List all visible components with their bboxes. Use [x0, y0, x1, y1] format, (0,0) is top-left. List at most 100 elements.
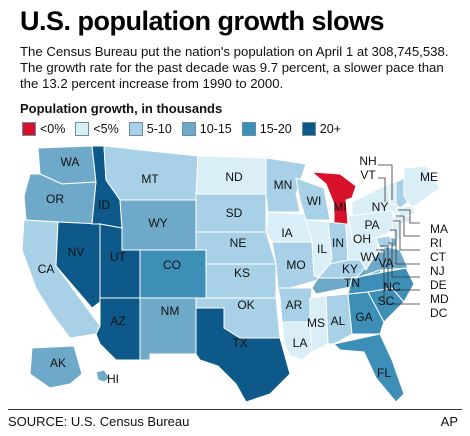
leader-line-nh: [378, 164, 393, 200]
state-label-va: VA: [378, 256, 393, 270]
leader-line-ma: [398, 209, 420, 224]
state-label-sd: SD: [226, 206, 243, 220]
state-label-ks: KS: [234, 266, 250, 280]
state-label-mn: MN: [274, 178, 293, 192]
state-label-nc: NC: [383, 280, 401, 294]
state-label-tn: TN: [344, 276, 360, 290]
state-label-nh: NH: [359, 154, 376, 168]
state-mn: [265, 157, 307, 213]
legend-swatch: [75, 122, 90, 136]
state-tx: [195, 307, 291, 403]
legend-swatch: [301, 122, 316, 136]
legend-item-20-plus: 20+: [301, 122, 341, 136]
leader-line-md: [380, 245, 420, 291]
footer-divider: [8, 409, 462, 410]
legend-swatch: [241, 122, 256, 136]
state-label-id: ID: [98, 198, 110, 212]
legend-item-negative: <0%: [22, 122, 65, 136]
legend-label: 10-15: [199, 122, 232, 136]
leader-line-de: [388, 242, 420, 278]
state-az: [95, 297, 141, 361]
state-label-oh: OH: [353, 232, 371, 246]
intro-text: The Census Bureau put the nation's popul…: [20, 44, 449, 91]
state-nc: [347, 267, 415, 303]
legend-label: 15-20: [259, 122, 292, 136]
state-label-ms: MS: [307, 316, 325, 330]
leader-line-dc: [376, 249, 420, 305]
state-labels: WA OR CA NV ID MT WY UT AZ CO NM ND SD NE KS OK TX MN IA MO…: [38, 154, 449, 386]
state-label-in: IN: [332, 236, 344, 250]
state-label-nv: NV: [68, 245, 85, 259]
state-label-wa: WA: [61, 155, 80, 169]
leader-line-ri: [396, 215, 420, 237]
legend-swatch: [181, 122, 196, 136]
legend-swatch: [22, 122, 36, 136]
state-label-nj: NJ: [430, 264, 445, 278]
state-shapes: [21, 145, 441, 403]
legend-item-under-5: <5%: [75, 122, 119, 136]
state-label-md: MD: [430, 292, 449, 306]
state-label-fl: FL: [377, 366, 391, 380]
state-label-la: LA: [293, 336, 308, 350]
state-label-nm: NM: [161, 304, 180, 318]
state-ri: [403, 215, 411, 223]
state-label-dc: DC: [430, 306, 448, 320]
state-label-wi: WI: [307, 194, 322, 208]
state-label-al: AL: [331, 314, 346, 328]
state-ms: [309, 295, 329, 353]
state-al: [325, 293, 353, 345]
state-hi: [95, 369, 111, 383]
state-label-mt: MT: [141, 172, 159, 186]
credit: AP: [440, 414, 458, 429]
state-label-hi: HI: [107, 372, 119, 386]
state-label-tx: TX: [232, 336, 247, 350]
state-label-ky: KY: [342, 262, 358, 276]
legend-label: <0%: [40, 122, 66, 136]
us-map: WA OR CA NV ID MT WY UT AZ CO NM ND SD NE KS OK TX MN IA MO…: [21, 145, 449, 403]
page-title: U.S. population growth slows: [20, 6, 385, 36]
leader-line-ct: [393, 220, 420, 251]
state-label-ar: AR: [286, 298, 303, 312]
state-label-wy: WY: [148, 216, 167, 230]
legend-label: <5%: [93, 122, 119, 136]
state-label-il: IL: [317, 242, 327, 256]
state-me: [403, 165, 441, 209]
state-label-wv: WV: [360, 250, 379, 264]
state-label-or: OR: [46, 192, 64, 206]
state-wv: [359, 245, 385, 271]
state-label-ok: OK: [237, 298, 254, 312]
legend-item-15-20: 15-20: [241, 122, 292, 136]
legend-item-5-10: 5-10: [128, 122, 172, 136]
state-label-nd: ND: [225, 170, 243, 184]
state-label-me: ME: [420, 170, 438, 184]
state-label-pa: PA: [364, 218, 379, 232]
legend-label: 5-10: [146, 122, 172, 136]
state-mi: [310, 171, 357, 225]
state-label-mo: MO: [286, 258, 305, 272]
state-label-ca: CA: [38, 262, 55, 276]
state-label-sc: SC: [378, 294, 395, 308]
state-label-ia: IA: [281, 226, 292, 240]
state-label-ga: GA: [355, 310, 372, 324]
state-label-co: CO: [163, 258, 181, 272]
leader-line-vt: [378, 177, 386, 202]
legend-swatch: [128, 122, 143, 136]
legend-item-10-15: 10-15: [181, 122, 232, 136]
state-label-ri: RI: [430, 236, 442, 250]
legend-label: 20+: [319, 122, 341, 136]
state-label-ct: CT: [430, 250, 447, 264]
state-label-ut: UT: [110, 250, 127, 264]
legend: <0% <5% 5-10 10-15 15-20 20+: [22, 122, 341, 136]
state-label-de: DE: [430, 278, 447, 292]
state-label-az: AZ: [110, 314, 125, 328]
state-label-ny: NY: [372, 200, 389, 214]
state-label-ne: NE: [230, 236, 247, 250]
state-ma: [395, 205, 417, 217]
state-fl: [332, 333, 405, 403]
leader-line-nj: [390, 229, 420, 265]
state-label-mi: MI: [333, 200, 346, 214]
state-label-ma: MA: [430, 222, 448, 236]
source-note: SOURCE: U.S. Census Bureau: [8, 414, 190, 429]
state-label-vt: VT: [360, 168, 376, 182]
state-wi: [295, 177, 331, 221]
